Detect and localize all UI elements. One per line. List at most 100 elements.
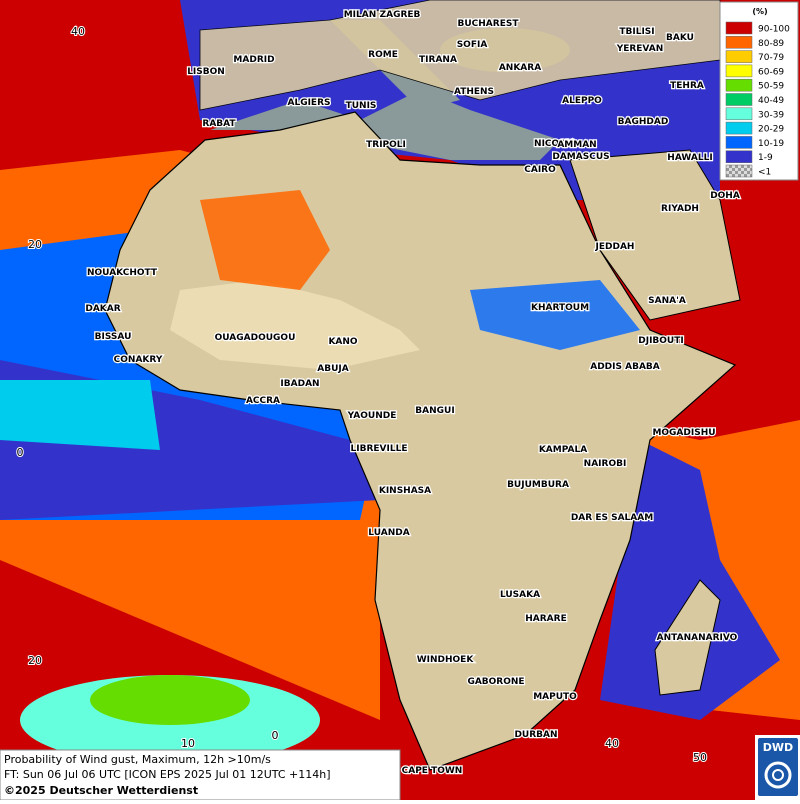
grid-label: 10 bbox=[181, 737, 195, 750]
grid-label: 50 bbox=[693, 751, 707, 764]
city-label: HAWALLI bbox=[667, 153, 712, 163]
city-label: YAOUNDE bbox=[347, 411, 397, 421]
city-label: AMMAN bbox=[557, 140, 596, 150]
grid-label: 40 bbox=[71, 25, 85, 38]
legend-label: 30-39 bbox=[758, 110, 784, 120]
legend-swatch bbox=[725, 121, 753, 135]
city-label: RIYADH bbox=[661, 204, 699, 214]
city-label: BAGHDAD bbox=[618, 117, 669, 127]
logo-text: DWD bbox=[763, 741, 793, 754]
logo-icon bbox=[772, 769, 784, 781]
legend-label: 80-89 bbox=[758, 39, 784, 49]
city-label: RABAT bbox=[202, 119, 236, 129]
wind-band bbox=[0, 380, 160, 450]
city-label: ABUJA bbox=[317, 364, 348, 374]
legend-title: (%) bbox=[752, 7, 767, 16]
city-label: YEREVAN bbox=[616, 44, 664, 54]
city-label: IBADAN bbox=[280, 379, 319, 389]
legend-label: 90-100 bbox=[758, 25, 790, 35]
city-label: ROME bbox=[368, 50, 398, 60]
city-label: SANA'A bbox=[648, 296, 686, 306]
legend-label: 1-9 bbox=[758, 153, 773, 163]
city-label: DAMASCUS bbox=[552, 152, 609, 162]
legend-swatch bbox=[725, 136, 753, 149]
city-label: ZAGREB bbox=[380, 10, 421, 20]
city-label: NAIROBI bbox=[584, 459, 627, 469]
legend-swatch bbox=[725, 150, 753, 163]
grid-labels: 40 20 0 20 10 0 40 50 bbox=[16, 24, 709, 765]
city-label: ACCRA bbox=[246, 396, 280, 406]
sea bbox=[210, 90, 560, 160]
madagascar bbox=[654, 579, 721, 696]
city-label: JEDDAH bbox=[595, 242, 635, 252]
city-label: ATHENS bbox=[454, 87, 494, 97]
city-label: CONAKRY bbox=[114, 355, 163, 365]
city-label: CAPE TOWN bbox=[402, 766, 463, 776]
grid-label: 0 bbox=[272, 729, 279, 742]
logo-icon bbox=[764, 761, 792, 789]
legend-swatch bbox=[725, 21, 753, 35]
info-line: FT: Sun 06 Jul 06 UTC [ICON EPS 2025 Jul… bbox=[4, 768, 331, 781]
legend-label: 40-49 bbox=[758, 96, 784, 106]
city-label: BANGUI bbox=[415, 406, 454, 416]
city-label: LISBON bbox=[187, 67, 225, 77]
city-label: NOUAKCHOTT bbox=[87, 268, 158, 278]
city-label: BAKU bbox=[666, 33, 694, 43]
city-label: MAPUTO bbox=[533, 692, 577, 702]
city-label: DJIBOUTI bbox=[638, 336, 683, 346]
legend-swatch bbox=[725, 107, 753, 121]
city-label: GABORONE bbox=[467, 677, 524, 687]
city-label: BUCHAREST bbox=[458, 19, 520, 29]
grid-label: 20 bbox=[28, 238, 42, 251]
city-label: LUANDA bbox=[368, 528, 409, 538]
legend-swatch bbox=[725, 164, 753, 178]
city-label: CAIRO bbox=[524, 165, 556, 175]
grid-label: 40 bbox=[605, 737, 619, 750]
legend-label: <1 bbox=[758, 168, 771, 178]
wind-band bbox=[90, 675, 250, 725]
legend-label: 60-69 bbox=[758, 67, 784, 77]
city-label: MILAN bbox=[344, 10, 377, 20]
wind-band bbox=[600, 430, 780, 720]
legend-swatch bbox=[725, 64, 753, 78]
city-label: KANO bbox=[328, 337, 357, 347]
city-label: TBILISI bbox=[619, 27, 654, 37]
city-label: OUAGADOUGOU bbox=[215, 333, 296, 343]
city-label: ANTANANARIVO bbox=[657, 633, 738, 643]
city-label: KHARTOUM bbox=[531, 303, 589, 313]
city-label: TEHRA bbox=[670, 81, 704, 91]
city-label: ALEPPO bbox=[562, 96, 602, 106]
city-label: TRIPOLI bbox=[366, 140, 406, 150]
legend-label: 70-79 bbox=[758, 53, 784, 63]
legend-swatch bbox=[725, 93, 753, 106]
city-label: WINDHOEK bbox=[417, 655, 475, 665]
info-line: Probability of Wind gust, Maximum, 12h >… bbox=[4, 753, 271, 766]
arabia bbox=[569, 149, 741, 321]
europe bbox=[199, 0, 721, 111]
city-label: HARARE bbox=[525, 614, 566, 624]
city-label: DOHA bbox=[710, 191, 740, 201]
city-label: DAKAR bbox=[85, 304, 120, 314]
city-label: TUNIS bbox=[346, 101, 377, 111]
legend-swatch bbox=[725, 36, 753, 49]
city-label: TIRANA bbox=[419, 55, 457, 65]
city-label: DAR ES SALAAM bbox=[571, 513, 653, 523]
city-label: DURBAN bbox=[514, 730, 557, 740]
legend-label: 50-59 bbox=[758, 82, 784, 92]
legend-swatch bbox=[725, 50, 753, 63]
legend: (%) 90-100 80-89 70-79 60-69 50-59 40-49 30-39… bbox=[719, 1, 799, 181]
info-line: ©2025 Deutscher Wetterdienst bbox=[4, 784, 198, 797]
legend-label: 10-19 bbox=[758, 139, 784, 149]
wind-patch bbox=[200, 190, 330, 290]
city-label: BUJUMBURA bbox=[507, 480, 569, 490]
legend-label: 20-29 bbox=[758, 125, 784, 135]
legend-swatch bbox=[725, 78, 753, 92]
city-label: NICOSIA bbox=[534, 139, 576, 149]
city-label: MOGADISHU bbox=[652, 428, 715, 438]
city-label: KINSHASA bbox=[379, 486, 431, 496]
city-label: LIBREVILLE bbox=[351, 444, 408, 454]
city-label: ALGIERS bbox=[288, 98, 331, 108]
city-label: LUSAKA bbox=[500, 590, 540, 600]
